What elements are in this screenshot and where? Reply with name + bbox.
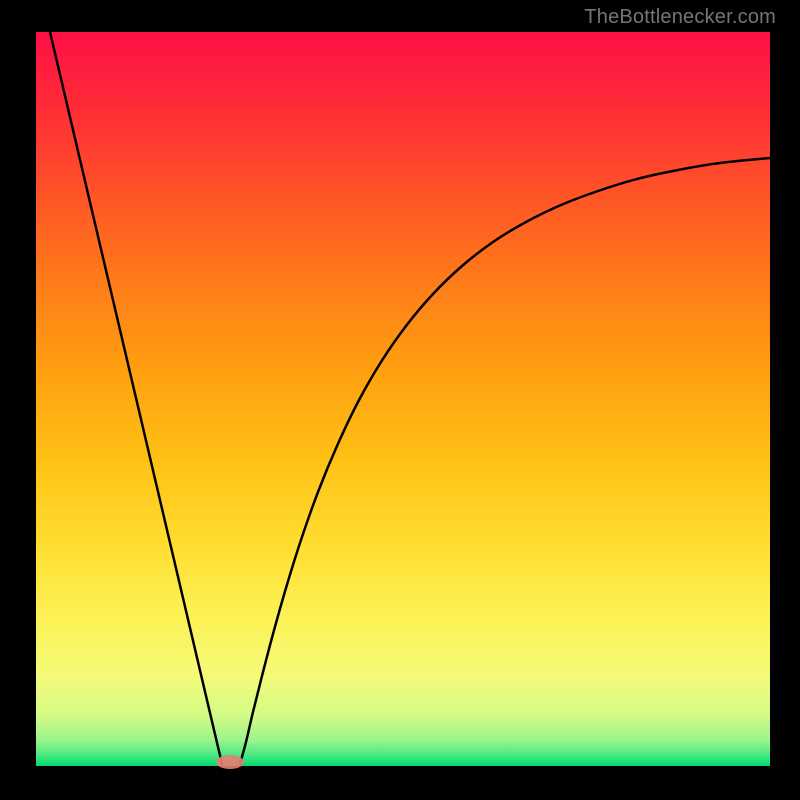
watermark-text: TheBottlenecker.com — [584, 6, 776, 29]
chart-area — [0, 0, 800, 800]
minimum-marker — [216, 755, 244, 769]
gradient-panel — [36, 32, 770, 766]
